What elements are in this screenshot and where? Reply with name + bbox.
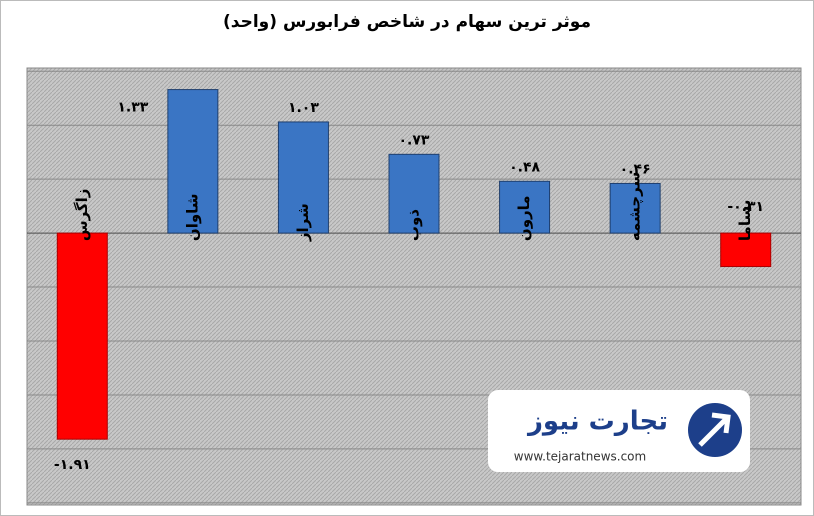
bar bbox=[720, 232, 772, 268]
watermark-box bbox=[488, 390, 750, 472]
bar bbox=[277, 121, 329, 234]
bar bbox=[167, 89, 219, 234]
bar bbox=[609, 182, 661, 234]
watermark: تجارت نیوز www.tejaratnews.com bbox=[488, 390, 750, 472]
value-label: -۱.۹۱ bbox=[54, 457, 91, 473]
watermark-arrow bbox=[698, 412, 731, 447]
watermark-url: www.tejaratnews.com bbox=[514, 450, 646, 464]
x-tick-label: بساما bbox=[736, 200, 754, 241]
x-tick-label: شراز bbox=[294, 203, 312, 242]
value-label: ۰.۴۸ bbox=[509, 159, 540, 175]
value-label: ۱.۰۳ bbox=[288, 100, 319, 116]
watermark-brand: تجارت نیوز bbox=[526, 407, 668, 437]
x-tick-label: شاوان bbox=[183, 193, 201, 241]
value-label: ۱.۳۳ bbox=[117, 100, 148, 116]
bar bbox=[388, 153, 440, 234]
value-label: -۰.۳۱ bbox=[727, 199, 764, 215]
chart-title: موثر ترین سهام در شاخص فرابورس (واحد) bbox=[223, 12, 591, 32]
x-tick-label: سرچشمه bbox=[626, 172, 645, 241]
x-tick-label: ذوب bbox=[405, 209, 423, 241]
x-tick-label: مارون bbox=[515, 195, 533, 241]
x-tick-label: زاگرس bbox=[73, 189, 91, 242]
bar bbox=[499, 180, 551, 234]
bar bbox=[56, 232, 108, 440]
value-label: ۰.۴۶ bbox=[620, 161, 651, 177]
value-label: ۰.۷۳ bbox=[399, 132, 430, 148]
